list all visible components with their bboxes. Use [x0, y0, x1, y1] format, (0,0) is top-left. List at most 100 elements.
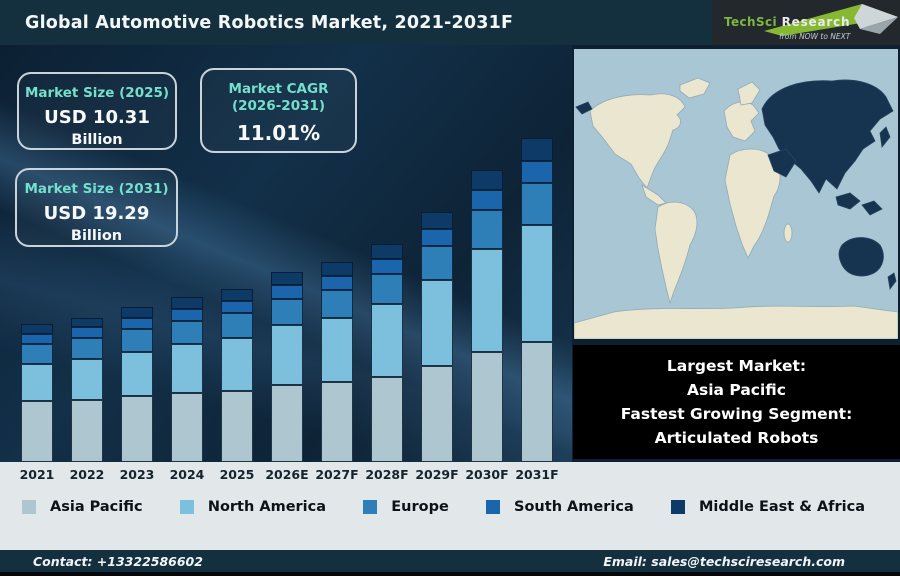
market-size-2031-box: Market Size (2031) USD 19.29 Billion: [15, 168, 178, 247]
world-map: [573, 49, 899, 340]
bar-segment-europe: [221, 313, 253, 338]
legend-item-asia-pacific: Asia Pacific: [22, 499, 143, 515]
x-axis-label-2022: 2022: [69, 467, 105, 482]
bar-segment-south-america: [471, 190, 503, 211]
bar-segment-europe: [321, 289, 353, 318]
stacked-bar-2024: [171, 297, 203, 462]
bar-segment-south-america: [71, 327, 103, 339]
bar-segment-middle-east-africa: [171, 297, 203, 309]
bar-segment-middle-east-africa: [221, 288, 253, 301]
legend-item-middle-east-africa: Middle East & Africa: [670, 499, 865, 515]
bar-segment-middle-east-africa: [521, 137, 553, 161]
axis-and-legend-strip: 2021 2022 2023 2024 2025 2026E 2027F 2028F 2029F…: [0, 462, 900, 550]
stacked-bar-2026E: [271, 272, 303, 462]
legend-label: Middle East & Africa: [698, 499, 865, 515]
legend-swatch-icon: [486, 500, 501, 514]
legend-swatch-icon: [22, 500, 36, 514]
logo-brand-secondary: Research: [781, 15, 851, 29]
bar-segment-asia-pacific: [121, 396, 153, 462]
x-axis-label-2030F: 2030F: [465, 467, 509, 482]
bar-segment-north-america: [321, 317, 353, 383]
x-axis-label-2021: 2021: [19, 467, 55, 482]
stacked-bar-2028F: [371, 243, 403, 462]
box-value: USD 10.31: [44, 107, 150, 128]
logo-arrow-icon: [764, 4, 898, 36]
legend-swatch-icon: [179, 500, 194, 514]
email-info: Email: sales@techsciresearch.com: [603, 553, 845, 569]
x-axis-label-2025: 2025: [219, 467, 255, 482]
footer-bar: Contact: +13322586602 Email: sales@techs…: [0, 550, 900, 576]
bar-segment-asia-pacific: [421, 365, 453, 462]
largest-market-label: Largest Market:: [666, 357, 807, 375]
x-axis-label-2028F: 2028F: [365, 467, 409, 482]
bar-segment-south-america: [321, 275, 353, 290]
bar-segment-middle-east-africa: [321, 262, 353, 276]
x-axis-label-2026E: 2026E: [265, 467, 309, 482]
box-title-line2: (2026-2031): [231, 98, 326, 114]
bar-segment-middle-east-africa: [471, 169, 503, 191]
bar-segment-south-america: [21, 333, 53, 344]
bar-segment-south-america: [421, 229, 453, 247]
bar-segment-middle-east-africa: [421, 211, 453, 230]
market-cagr-box: Market CAGR (2026-2031) 11.01%: [200, 68, 357, 153]
bar-segment-south-america: [171, 308, 203, 321]
bar-segment-north-america: [521, 225, 553, 343]
bar-segment-europe: [521, 182, 553, 226]
bar-segment-europe: [121, 329, 153, 352]
stacked-bar-2022: [71, 317, 103, 462]
x-axis-label-2024: 2024: [169, 467, 205, 482]
bar-segment-middle-east-africa: [371, 243, 403, 259]
bar-segment-north-america: [71, 359, 103, 400]
contact-info: Contact: +13322586602: [33, 553, 203, 569]
bar-segment-europe: [171, 320, 203, 345]
world-map-image: [573, 49, 899, 340]
bar-segment-asia-pacific: [371, 376, 403, 462]
bar-segment-europe: [21, 343, 53, 365]
x-axis-label-2027F: 2027F: [315, 467, 359, 482]
stacked-bar-2025: [221, 288, 253, 462]
bar-segment-europe: [71, 338, 103, 360]
bar-segment-asia-pacific: [521, 342, 553, 462]
bar-segment-north-america: [421, 280, 453, 366]
bar-segment-north-america: [171, 344, 203, 393]
brand-logo: TechSci Research from NOW to NEXT: [712, 0, 900, 45]
box-title: Market Size (2025): [24, 85, 170, 101]
stacked-bar-2031F: [521, 137, 553, 462]
stacked-bar-2029F: [421, 211, 453, 462]
stacked-bar-2023: [121, 307, 153, 462]
bar-segment-south-america: [271, 285, 303, 299]
bar-segment-south-america: [221, 300, 253, 314]
legend-label: North America: [207, 499, 327, 515]
box-unit: Billion: [71, 132, 123, 148]
chart-panel: Market Size (2025) USD 10.31 Billion Mar…: [0, 45, 572, 462]
bar-segment-europe: [371, 274, 403, 304]
fastest-segment-value: Articulated Robots: [654, 429, 819, 447]
bar-segment-middle-east-africa: [271, 272, 303, 286]
bar-segment-middle-east-africa: [121, 307, 153, 319]
chart-legend: Asia Pacific North America Europe South Ame…: [0, 499, 900, 515]
logo-tagline: from NOW to NEXT: [779, 32, 851, 41]
legend-label: Asia Pacific: [50, 499, 143, 515]
page-title: Global Automotive Robotics Market, 2021-…: [25, 12, 514, 33]
stacked-bar-2030F: [471, 169, 503, 462]
box-value: 11.01%: [236, 121, 321, 145]
legend-swatch-icon: [670, 500, 685, 514]
bar-segment-europe: [421, 246, 453, 281]
stacked-bar-2021: [21, 324, 53, 462]
bar-segment-middle-east-africa: [71, 317, 103, 328]
bar-segment-north-america: [221, 337, 253, 391]
bar-segment-middle-east-africa: [21, 324, 53, 334]
bar-segment-asia-pacific: [271, 385, 303, 462]
box-title: Market Size (2031): [24, 181, 169, 197]
stacked-bar-2027F: [321, 262, 353, 462]
bar-segment-europe: [471, 210, 503, 250]
bar-segment-asia-pacific: [321, 382, 353, 462]
logo-brand-primary: TechSci: [724, 15, 782, 29]
fastest-segment-label: Fastest Growing Segment:: [620, 405, 853, 423]
market-size-2025-box: Market Size (2025) USD 10.31 Billion: [17, 72, 177, 150]
bar-segment-north-america: [21, 364, 53, 402]
title-bar: Global Automotive Robotics Market, 2021-…: [0, 0, 900, 45]
bar-segment-south-america: [121, 318, 153, 330]
logo-text: TechSci Research from NOW to NEXT: [724, 14, 850, 43]
